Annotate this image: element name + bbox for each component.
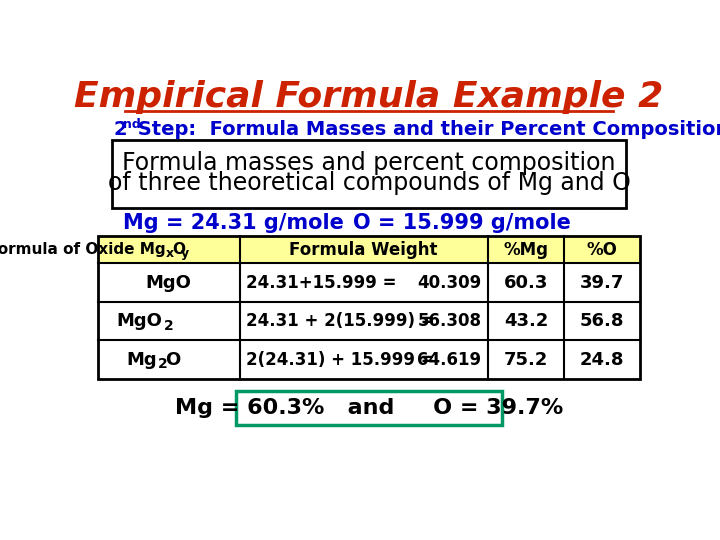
Text: Formula masses and percent composition: Formula masses and percent composition (122, 151, 616, 174)
Text: 39.7: 39.7 (580, 274, 624, 292)
Text: MgO: MgO (145, 274, 192, 292)
Text: Mg = 60.3%   and     O = 39.7%: Mg = 60.3% and O = 39.7% (175, 398, 563, 418)
Text: nd: nd (122, 118, 140, 131)
Text: 24.8: 24.8 (580, 350, 624, 369)
FancyBboxPatch shape (98, 236, 640, 264)
Text: 2: 2 (158, 357, 168, 372)
Text: 2: 2 (164, 319, 174, 333)
Text: of three theoretical compounds of Mg and O: of three theoretical compounds of Mg and… (107, 171, 631, 195)
Text: 2(24.31) + 15.999 =: 2(24.31) + 15.999 = (246, 350, 434, 369)
Text: 56.8: 56.8 (580, 312, 624, 330)
Text: Step:  Formula Masses and their Percent Composition.: Step: Formula Masses and their Percent C… (131, 120, 720, 139)
Text: 43.2: 43.2 (504, 312, 548, 330)
Text: 60.3: 60.3 (504, 274, 548, 292)
Text: MgO: MgO (117, 312, 163, 330)
Text: Mg = 24.31 g/mole: Mg = 24.31 g/mole (123, 213, 344, 233)
Text: 64.619: 64.619 (418, 350, 482, 369)
Text: O: O (166, 350, 181, 369)
Text: O = 15.999 g/mole: O = 15.999 g/mole (353, 213, 571, 233)
Text: %Mg: %Mg (503, 241, 549, 259)
Text: y: y (181, 247, 189, 260)
Text: %O: %O (587, 241, 618, 259)
Text: 24.31 + 2(15.999) =: 24.31 + 2(15.999) = (246, 312, 434, 330)
Text: Formula Weight: Formula Weight (289, 241, 438, 259)
Text: 2: 2 (113, 120, 127, 139)
Text: 40.309: 40.309 (417, 274, 482, 292)
Text: O: O (173, 242, 186, 257)
FancyBboxPatch shape (112, 140, 626, 208)
Text: Formula of Oxide Mg: Formula of Oxide Mg (0, 242, 166, 257)
Text: Mg: Mg (127, 350, 157, 369)
Text: x: x (166, 247, 174, 260)
Text: 56.308: 56.308 (418, 312, 482, 330)
Text: Empirical Formula Example 2: Empirical Formula Example 2 (74, 80, 664, 114)
Text: 24.31+15.999 =: 24.31+15.999 = (246, 274, 396, 292)
Text: 75.2: 75.2 (504, 350, 548, 369)
FancyBboxPatch shape (235, 392, 503, 425)
